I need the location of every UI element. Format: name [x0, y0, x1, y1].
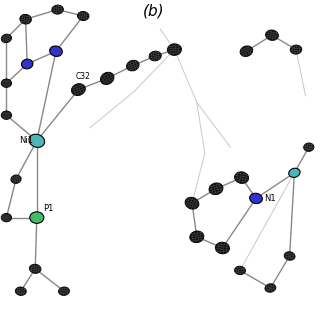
Ellipse shape: [100, 72, 114, 84]
Ellipse shape: [126, 60, 139, 71]
Text: C32: C32: [75, 72, 90, 81]
Text: N1: N1: [264, 194, 276, 203]
Ellipse shape: [167, 44, 181, 55]
Ellipse shape: [289, 168, 300, 177]
Ellipse shape: [11, 175, 21, 183]
Ellipse shape: [1, 111, 12, 119]
Ellipse shape: [209, 183, 223, 195]
Ellipse shape: [15, 287, 26, 295]
Ellipse shape: [30, 212, 44, 223]
Ellipse shape: [50, 46, 62, 56]
Ellipse shape: [52, 5, 63, 14]
Ellipse shape: [59, 287, 69, 295]
Ellipse shape: [29, 264, 41, 273]
Ellipse shape: [266, 30, 278, 40]
Ellipse shape: [240, 46, 253, 57]
Text: P1: P1: [43, 204, 53, 212]
Text: Ni1: Ni1: [19, 136, 33, 145]
Ellipse shape: [290, 45, 302, 54]
Ellipse shape: [185, 197, 199, 209]
Ellipse shape: [1, 213, 12, 222]
Ellipse shape: [215, 242, 229, 254]
Ellipse shape: [304, 143, 314, 151]
Ellipse shape: [149, 51, 161, 61]
Ellipse shape: [77, 12, 89, 20]
Ellipse shape: [190, 231, 204, 243]
Ellipse shape: [235, 266, 245, 275]
Ellipse shape: [284, 252, 295, 260]
Ellipse shape: [265, 284, 276, 292]
Text: (b): (b): [143, 3, 164, 18]
Ellipse shape: [71, 84, 85, 96]
Ellipse shape: [20, 14, 31, 24]
Ellipse shape: [1, 34, 12, 43]
Ellipse shape: [21, 59, 33, 69]
Ellipse shape: [250, 193, 262, 204]
Ellipse shape: [1, 79, 12, 87]
Ellipse shape: [235, 172, 249, 183]
Ellipse shape: [29, 134, 44, 148]
